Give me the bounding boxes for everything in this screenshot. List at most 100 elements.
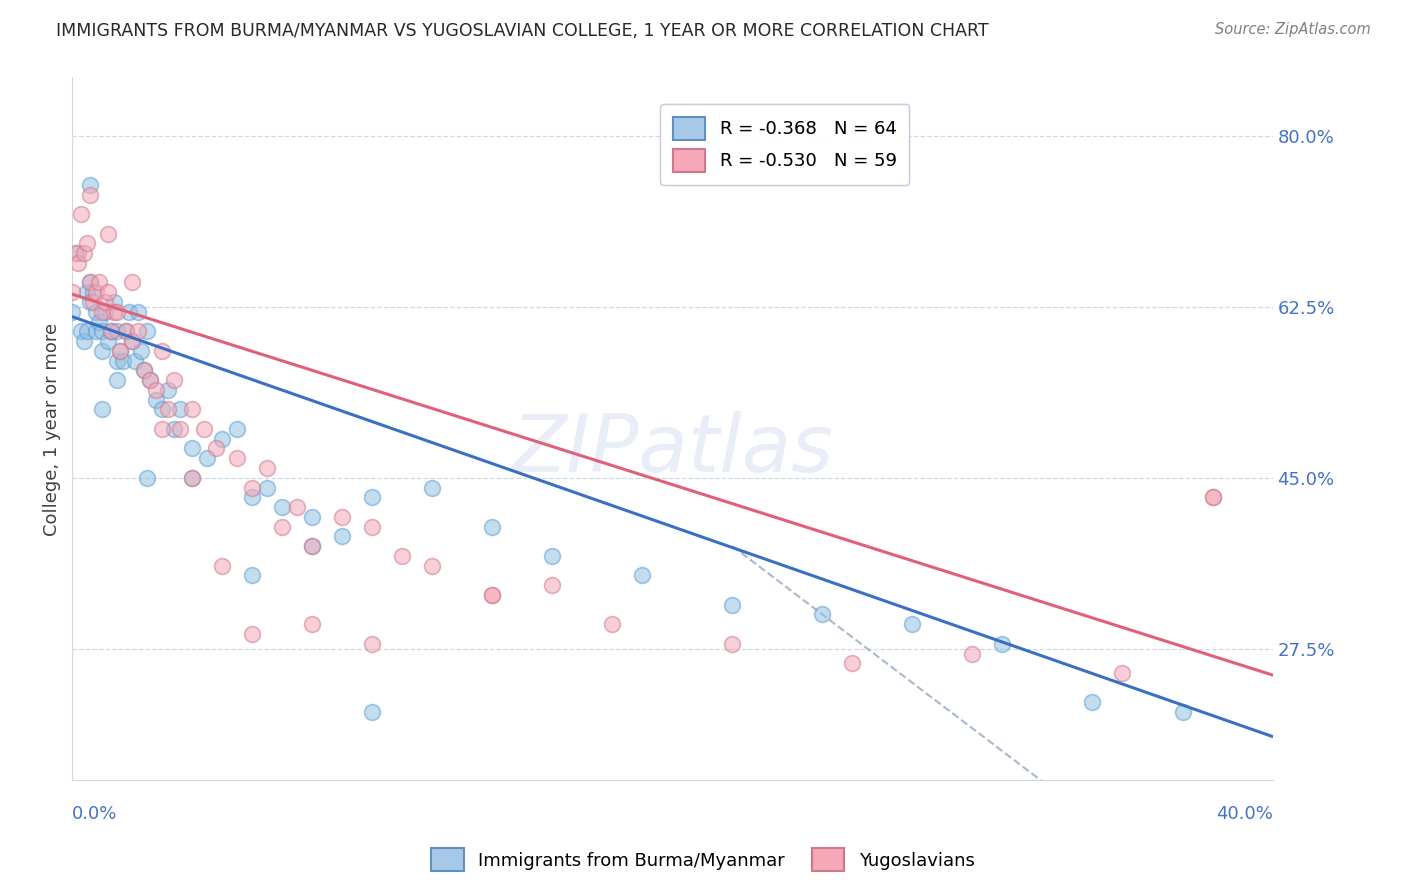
Point <box>97 334 120 348</box>
Legend: Immigrants from Burma/Myanmar, Yugoslavians: Immigrants from Burma/Myanmar, Yugoslavi… <box>425 841 981 879</box>
Point <box>121 334 143 348</box>
Point <box>301 509 323 524</box>
Text: ZIPatlas: ZIPatlas <box>512 411 834 489</box>
Point <box>110 343 132 358</box>
Point <box>105 373 128 387</box>
Point <box>157 383 180 397</box>
Point <box>82 295 104 310</box>
Point <box>91 305 114 319</box>
Text: 40.0%: 40.0% <box>1216 805 1272 823</box>
Point <box>901 617 924 632</box>
Y-axis label: College, 1 year or more: College, 1 year or more <box>44 322 60 535</box>
Point <box>256 481 278 495</box>
Point <box>79 276 101 290</box>
Point <box>70 324 93 338</box>
Point <box>103 295 125 310</box>
Point <box>97 227 120 241</box>
Point <box>91 324 114 338</box>
Point <box>256 461 278 475</box>
Point <box>1201 491 1223 505</box>
Text: IMMIGRANTS FROM BURMA/MYANMAR VS YUGOSLAVIAN COLLEGE, 1 YEAR OR MORE CORRELATION: IMMIGRANTS FROM BURMA/MYANMAR VS YUGOSLA… <box>56 22 988 40</box>
Point <box>145 383 167 397</box>
Point <box>150 422 173 436</box>
Point <box>163 422 186 436</box>
Point <box>271 500 294 514</box>
Point <box>602 617 624 632</box>
Point <box>121 334 143 348</box>
Point <box>1111 666 1133 681</box>
Point <box>361 637 384 651</box>
Point <box>361 491 384 505</box>
Point <box>94 305 117 319</box>
Point <box>285 500 308 514</box>
Point <box>193 422 215 436</box>
Point <box>481 519 503 533</box>
Point <box>631 568 654 582</box>
Point <box>73 334 96 348</box>
Point <box>73 246 96 260</box>
Point <box>112 353 135 368</box>
Point <box>105 324 128 338</box>
Point <box>991 637 1014 651</box>
Point <box>721 637 744 651</box>
Point <box>301 617 323 632</box>
Point <box>84 324 107 338</box>
Point <box>89 276 111 290</box>
Point <box>205 442 228 456</box>
Point <box>169 402 191 417</box>
Point <box>962 647 984 661</box>
Point <box>76 324 98 338</box>
Point <box>134 363 156 377</box>
Point <box>145 392 167 407</box>
Point <box>195 451 218 466</box>
Point <box>79 178 101 192</box>
Point <box>361 519 384 533</box>
Point <box>103 305 125 319</box>
Point <box>129 343 152 358</box>
Point <box>301 539 323 553</box>
Point <box>91 343 114 358</box>
Point <box>84 305 107 319</box>
Point <box>70 207 93 221</box>
Point <box>481 588 503 602</box>
Point <box>240 491 263 505</box>
Point <box>271 519 294 533</box>
Point <box>301 539 323 553</box>
Point <box>100 324 122 338</box>
Point <box>721 598 744 612</box>
Point <box>79 276 101 290</box>
Point <box>181 402 204 417</box>
Point <box>79 295 101 310</box>
Point <box>169 422 191 436</box>
Point <box>330 509 353 524</box>
Point <box>157 402 180 417</box>
Point <box>76 285 98 300</box>
Point <box>115 324 138 338</box>
Point <box>94 295 117 310</box>
Point <box>136 324 159 338</box>
Point <box>115 324 138 338</box>
Point <box>127 324 149 338</box>
Point <box>65 246 87 260</box>
Point <box>110 343 132 358</box>
Point <box>163 373 186 387</box>
Point <box>811 607 834 622</box>
Point <box>150 402 173 417</box>
Point <box>124 353 146 368</box>
Text: 0.0%: 0.0% <box>72 805 118 823</box>
Point <box>91 402 114 417</box>
Point <box>139 373 162 387</box>
Point <box>240 481 263 495</box>
Point <box>100 324 122 338</box>
Point <box>481 588 503 602</box>
Point <box>240 627 263 641</box>
Text: Source: ZipAtlas.com: Source: ZipAtlas.com <box>1215 22 1371 37</box>
Point <box>1201 491 1223 505</box>
Point <box>240 568 263 582</box>
Point <box>134 363 156 377</box>
Point <box>181 471 204 485</box>
Point <box>226 451 249 466</box>
Point <box>60 305 83 319</box>
Point <box>82 285 104 300</box>
Point <box>1171 705 1194 719</box>
